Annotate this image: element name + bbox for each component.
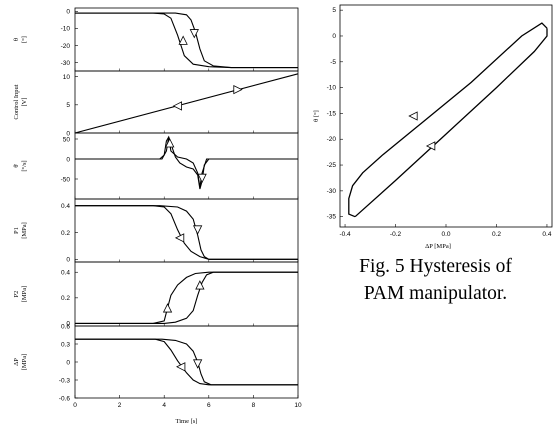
x-tick-label: 10 [294, 402, 302, 409]
y-tick-label: 0 [66, 130, 70, 137]
y-tick-label: -0.6 [59, 395, 71, 402]
y-tick-label: 10 [63, 74, 71, 81]
series-line-2 [75, 136, 298, 188]
loop-branch-2 [354, 28, 548, 218]
direction-arrow-marker [425, 141, 436, 151]
panel-frame [74, 198, 299, 263]
x-tick-label: -0.2 [390, 231, 402, 238]
x-tick-label: 4 [162, 402, 166, 409]
y-axis-label: θ[°] [13, 36, 28, 43]
direction-arrow-marker [176, 362, 186, 372]
y-tick-label: 0 [332, 33, 336, 40]
series-line-1 [75, 135, 298, 190]
y-tick-label: -20 [327, 136, 337, 143]
y-axis-label: ΔP[MPa] [13, 354, 28, 371]
hysteresis-plot: 5 0 -5 -10 -15 -20 -25 -30 -35 -0.4 -0.2 0.0 0.2 0.4 Δ… [313, 4, 553, 250]
series-line-1 [75, 12, 298, 69]
y-axis-label: θ [°] [313, 110, 320, 122]
panel-P1: 0.4 0.2 0 P1[MPa] [13, 198, 299, 264]
direction-arrow-marker [195, 280, 205, 290]
panel-frame [74, 132, 299, 200]
y-axis-label: Control Input[V] [13, 84, 28, 119]
y-tick-label: 0 [66, 9, 70, 16]
panel-control: 0 5 10 Control Input[V] [13, 70, 299, 137]
x-tick-label: 6 [207, 402, 211, 409]
series-line-1 [75, 271, 298, 324]
y-tick-label: 0 [66, 257, 70, 264]
series-line-2 [75, 338, 298, 386]
direction-arrow-marker [178, 35, 188, 45]
y-axis-label: P2[MPa] [13, 286, 28, 303]
y-tick-label: 0.2 [61, 230, 70, 237]
y-tick-label: -35 [327, 214, 337, 221]
y-tick-label: 0 [66, 156, 70, 163]
y-tick-label: 0.4 [61, 270, 70, 277]
y-axis-label: P1[MPa] [13, 222, 28, 239]
direction-arrow-marker [193, 359, 203, 369]
x-tick-label: 2 [118, 402, 122, 409]
y-tick-label: -10 [327, 85, 337, 92]
y-tick-label: 0 [66, 359, 70, 366]
caption-line-2: PAM manipulator. [363, 283, 508, 304]
x-tick-label: 0.0 [441, 231, 450, 238]
series-line-1 [74, 73, 299, 134]
direction-arrow-marker [172, 101, 182, 111]
y-tick-label: -15 [327, 110, 337, 117]
y-tick-label: -10 [61, 26, 71, 33]
panel-theta-dot: 500-50θ̇[°/s] [13, 132, 299, 200]
direction-arrow-marker [233, 84, 243, 95]
y-tick-label: -5 [330, 59, 336, 66]
x-tick-label: 0 [73, 402, 77, 409]
figure-caption: Fig. 5 Hysteresis of PAM manipulator. [314, 253, 557, 307]
y-tick-label: -25 [327, 162, 337, 169]
y-tick-label: 0 [66, 321, 70, 328]
x-axis-label: Time [s] [176, 418, 198, 425]
y-tick-label: -20 [61, 43, 71, 50]
y-tick-label: 50 [63, 136, 71, 143]
series-line-2 [75, 12, 298, 69]
series-line-2 [75, 205, 298, 260]
y-tick-label: -0.3 [59, 377, 71, 384]
y-tick-label: 0.6 [61, 323, 70, 330]
series-line-1 [75, 205, 298, 260]
y-tick-label: -30 [61, 60, 71, 67]
direction-arrow-marker [408, 111, 418, 121]
hysteresis-frame [339, 4, 553, 228]
panel-P2: 0 0.2 0.4 P2[MPa] [13, 261, 299, 328]
panel-dP: 0.6 0.3 0 -0.3 -0.6 ΔP[MPa] 0 2 4 6 8 10 Time [s] [13, 323, 302, 425]
x-tick-label: 8 [252, 402, 256, 409]
y-tick-label: -50 [61, 176, 71, 183]
panel-frame [74, 7, 299, 72]
panel-frame [74, 325, 299, 399]
x-tick-label: -0.4 [339, 231, 351, 238]
y-tick-label: -30 [327, 188, 337, 195]
direction-arrow-marker [165, 138, 175, 148]
y-tick-label: 0.4 [61, 203, 70, 210]
direction-arrow-marker [193, 225, 203, 235]
series-line-2 [75, 271, 298, 324]
series-line-1 [75, 338, 298, 386]
panel-theta: 0 -10 -20 -30 θ[°] [13, 7, 299, 72]
loop-branch-1 [348, 22, 548, 218]
caption-line-1: Fig. 5 Hysteresis of [359, 256, 512, 277]
x-axis-label: ΔP [MPa] [425, 243, 451, 250]
y-tick-label: 0.2 [61, 295, 70, 302]
y-axis-label: θ̇[°/s] [13, 160, 28, 171]
direction-arrow-marker [174, 233, 185, 243]
direction-arrow-marker [189, 29, 199, 39]
y-tick-label: 0.3 [61, 341, 70, 348]
panel-frame [74, 261, 299, 327]
direction-arrow-marker [162, 303, 173, 313]
x-tick-label: 0.2 [492, 231, 501, 238]
y-tick-label: 5 [66, 102, 70, 109]
y-tick-label: 5 [332, 7, 336, 14]
x-tick-label: 0.4 [542, 231, 551, 238]
direction-arrow-marker [197, 173, 207, 184]
